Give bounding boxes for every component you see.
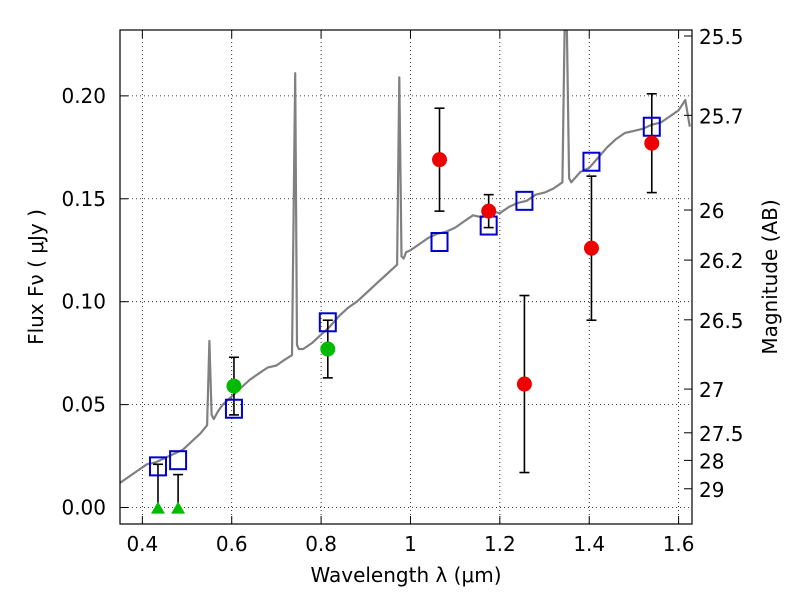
- x-tick-label: 0.6: [216, 532, 248, 556]
- flux-measurement-dot: [516, 376, 532, 392]
- y2-axis-label: Magnitude (AB): [758, 199, 782, 354]
- y-tick-label: 0.20: [61, 84, 106, 108]
- y-axis-label: Flux Fν ( μJy ): [24, 209, 48, 345]
- plot-frame: [119, 29, 693, 525]
- model-photometry-square: [318, 312, 337, 333]
- model-photometry-square: [430, 232, 449, 253]
- flux-measurement-dot: [226, 378, 242, 394]
- x-tick-label: 1.2: [484, 532, 516, 556]
- x-tick-label: 0.4: [126, 532, 158, 556]
- y2-tick-label: 26: [699, 199, 724, 223]
- flux-measurement-dot: [320, 341, 336, 357]
- model-photometry-square: [582, 151, 601, 172]
- y2-tick-label: 26.2: [699, 249, 744, 273]
- y2-tick-label: 28: [699, 449, 724, 473]
- sed-model-line: [120, 30, 691, 484]
- upper-limit-triangle: [171, 501, 186, 514]
- y-tick-label: 0.10: [61, 290, 106, 314]
- y-tick-label: 0.00: [61, 496, 106, 520]
- flux-measurement-dot: [432, 152, 448, 168]
- y2-tick-label: 27: [699, 378, 724, 402]
- y-tick-label: 0.05: [61, 393, 106, 417]
- model-photometry-square: [224, 398, 243, 419]
- x-axis-label: Wavelength λ (μm): [310, 563, 501, 587]
- flux-measurement-dot: [583, 240, 599, 256]
- model-photometry-square: [148, 456, 167, 477]
- y2-tick-label: 27.5: [699, 422, 744, 446]
- x-tick-label: 0.8: [305, 532, 337, 556]
- plot-data: [120, 30, 691, 514]
- grid: [120, 30, 692, 524]
- upper-limit-triangle: [150, 501, 165, 514]
- x-tick-label: 1.4: [573, 532, 605, 556]
- axes: 0.4 0.6 0.8 1 1.2 1.4 1.6 0.00 0.05 0.10 0.15 0.20 2…: [61, 25, 743, 556]
- y2-tick-label: 29: [699, 478, 724, 502]
- x-tick-label: 1.6: [663, 532, 695, 556]
- plot-area: [120, 30, 691, 510]
- y2-tick-label: 25.7: [699, 104, 744, 128]
- flux-measurement-dot: [644, 135, 660, 151]
- model-photometry-square: [515, 190, 534, 211]
- x-tick-label: 1: [404, 532, 417, 556]
- y-tick-label: 0.15: [61, 187, 106, 211]
- y2-tick-label: 25.5: [699, 25, 744, 49]
- y2-tick-label: 26.5: [699, 309, 744, 333]
- flux-measurement-dot: [481, 203, 497, 219]
- model-photometry-square: [169, 450, 188, 471]
